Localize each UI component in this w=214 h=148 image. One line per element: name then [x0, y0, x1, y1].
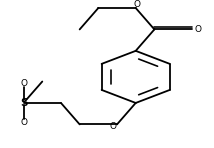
Text: O: O — [194, 25, 201, 34]
Text: O: O — [133, 0, 140, 9]
Text: S: S — [20, 98, 27, 108]
Text: O: O — [110, 122, 117, 131]
Text: O: O — [20, 79, 27, 88]
Text: O: O — [20, 118, 27, 127]
